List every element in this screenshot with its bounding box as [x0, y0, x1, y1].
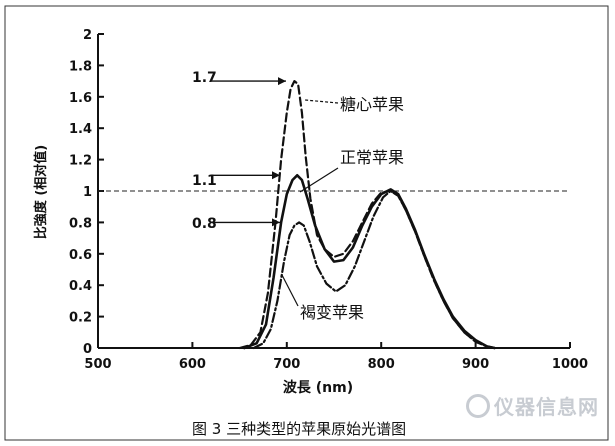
outer-border	[4, 5, 609, 441]
y-tick-label: 2	[83, 28, 92, 43]
peak-annotation-label: 1.7	[192, 70, 217, 86]
series-label: 褐变苹果	[300, 303, 364, 322]
series-label-leader	[299, 167, 339, 193]
arrow-head-icon	[272, 218, 280, 227]
x-tick-label: 1000	[552, 357, 588, 372]
watermark-logo-icon	[466, 394, 490, 418]
y-tick-label: 0.6	[69, 248, 92, 263]
y-tick-label: 0.2	[69, 311, 92, 326]
x-tick-label: 800	[368, 357, 395, 372]
y-tick-label: 1.6	[69, 91, 92, 106]
arrow-head-icon	[272, 171, 280, 180]
series-line-3	[252, 189, 496, 350]
figure-caption: 图 3 三种类型的苹果原始光谱图	[192, 420, 407, 438]
y-tick-label: 1.2	[69, 154, 92, 169]
x-tick-label: 600	[179, 357, 206, 372]
watermark-text: 仪器信息网	[494, 395, 599, 419]
series-label-leader	[304, 99, 339, 104]
series-label: 糖心苹果	[340, 95, 404, 114]
series-label: 正常苹果	[340, 148, 404, 167]
arrow-head-icon	[278, 77, 286, 86]
x-tick-label: 700	[273, 357, 300, 372]
peak-annotation-label: 1.1	[192, 173, 217, 189]
y-tick-label: 1	[83, 185, 92, 200]
y-tick-label: 0.4	[69, 279, 92, 294]
y-tick-label: 0	[83, 342, 92, 357]
y-axis-label: 比強度 (相对值)	[33, 145, 49, 239]
y-tick-label: 1.8	[69, 59, 92, 74]
y-tick-label: 0.8	[69, 216, 92, 231]
x-tick-label: 900	[462, 357, 489, 372]
x-tick-label: 500	[84, 357, 111, 372]
peak-annotation-label: 0.8	[192, 216, 217, 232]
x-axis-label: 波長 (nm)	[283, 379, 353, 396]
y-tick-label: 1.4	[69, 122, 92, 137]
series-label-leader	[281, 274, 299, 307]
site-watermark: 仪器信息网	[466, 391, 599, 420]
